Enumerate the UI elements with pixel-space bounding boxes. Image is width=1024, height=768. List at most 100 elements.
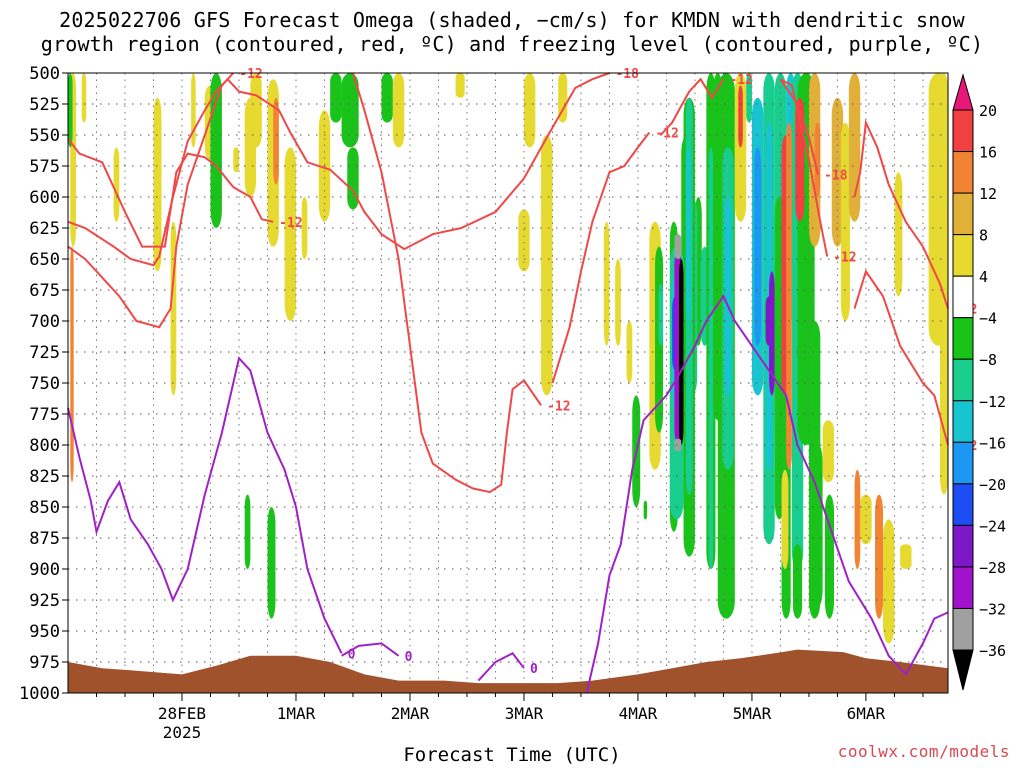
omega-shade-cell (284, 147, 296, 321)
colorbar-label: 12 (979, 185, 997, 203)
contour-line (67, 356, 343, 654)
colorbar-swatch (952, 109, 974, 153)
y-tick-label: 850 (29, 498, 60, 518)
omega-shade-cell (900, 544, 912, 569)
x-tick-label: 3MAR (505, 704, 544, 723)
contour-label: -18 (824, 169, 848, 184)
y-tick-label: 725 (29, 343, 60, 363)
contour-line (779, 78, 820, 175)
axes: 500 525 550 575 600 625 650 675 700 725 750 775 800 8… (19, 64, 949, 742)
omega-shade-cell (273, 97, 279, 185)
contour-line (853, 269, 949, 446)
y-tick-label: 825 (29, 467, 60, 487)
y-tick-label: 1000 (19, 684, 60, 704)
y-tick-label: 750 (29, 374, 60, 394)
colorbar-label: −32 (979, 600, 1006, 618)
contour-label: -12 (729, 73, 752, 88)
omega-shade-cell (68, 73, 73, 148)
contour-line (67, 72, 235, 329)
y-tick-label: 950 (29, 622, 60, 642)
y-tick-label: 600 (29, 188, 60, 208)
colorbar-swatch (952, 275, 974, 319)
omega-shade-cell (814, 445, 823, 607)
omega-shade-cell (781, 469, 789, 569)
omega-shade-cell (848, 73, 861, 222)
y-tick-label: 550 (29, 126, 60, 146)
colorbar-label: 8 (979, 227, 988, 245)
omega-shade-cell (113, 147, 120, 222)
omega-shade-cell (792, 544, 803, 619)
y-tick-label: 650 (29, 250, 60, 270)
y-tick-label: 925 (29, 591, 60, 611)
y-tick-label: 800 (29, 436, 60, 456)
omega-shade-cell (854, 469, 861, 569)
contour-label: -12 (239, 67, 262, 82)
contour-line (551, 131, 651, 384)
y-tick-label: 775 (29, 405, 60, 425)
omega-shade-cell (894, 172, 903, 297)
terrain-area (68, 649, 948, 693)
omega-shade-cell (381, 73, 393, 123)
contour-line (352, 72, 542, 494)
y-tick-label: 875 (29, 529, 60, 549)
omega-shade-cell (875, 494, 884, 619)
omega-shade-cell (746, 73, 752, 123)
contour-line (341, 642, 400, 657)
omega-shade-cell (824, 494, 835, 619)
omega-shade-cell (724, 197, 732, 396)
contour-label: -12 (279, 216, 302, 231)
omega-shade-cell (840, 122, 850, 321)
contour-label: -18 (615, 67, 639, 82)
x-tick-label: 1MAR (277, 704, 316, 723)
omega-shade-cell (754, 147, 762, 346)
colorbar-swatch (952, 441, 974, 485)
omega-shade-cell (831, 97, 844, 247)
contour-label: 0 (530, 662, 538, 677)
colorbar-label: 20 (979, 102, 997, 120)
colorbar-label: −36 (979, 642, 1006, 660)
colorbar-bottom-triangle (952, 649, 974, 691)
y-tick-label: 975 (29, 653, 60, 673)
omega-shade-cell (940, 73, 948, 495)
colorbar-swatch (952, 151, 974, 194)
chart-title-line-1: 2025022706 GFS Forecast Omega (shaded, −… (59, 8, 965, 32)
colorbar-swatch (952, 192, 974, 236)
omega-shade-cell (643, 500, 648, 520)
omega-shade-cell (558, 73, 568, 123)
colorbar-label: −8 (979, 351, 997, 369)
colorbar-swatch (952, 524, 974, 568)
x-tick-sublabel: 2025 (163, 723, 202, 742)
omega-shade-cell (523, 73, 536, 148)
contour-line (67, 138, 274, 248)
omega-shade-cell (191, 73, 196, 148)
colorbar-label: −4 (979, 310, 997, 328)
omega-shade-cell (392, 73, 405, 148)
y-tick-label: 500 (29, 64, 60, 84)
contour-label: -12 (655, 127, 678, 142)
colorbar-swatch (952, 358, 974, 402)
contour-label: -12 (547, 399, 570, 414)
colorbar-label: −16 (979, 434, 1006, 452)
omega-shade-cell (233, 147, 239, 173)
omega-shade-cell (786, 122, 792, 470)
omega-shade-cell (822, 420, 835, 483)
contour-label: 0 (405, 650, 413, 665)
y-tick-label: 575 (29, 157, 60, 177)
omega-shade-cell (814, 122, 821, 197)
omega-shade-cell (674, 438, 682, 452)
omega-shade-cell (541, 135, 553, 396)
omega-shade-cell (455, 73, 465, 98)
omega-shading (68, 73, 948, 644)
colorbar-swatch (952, 234, 974, 277)
omega-shade-cell (708, 147, 714, 569)
omega-shade-cell (244, 494, 251, 569)
omega-shade-cell (883, 519, 895, 644)
contour-line (779, 78, 829, 257)
credit-text: coolwx.com/models (837, 742, 1010, 761)
colorbar-swatch (952, 566, 974, 609)
colorbar-label: −28 (979, 559, 1006, 577)
omega-shade-cell (518, 209, 530, 272)
contour-line (477, 652, 525, 682)
omega-shade-cell (678, 259, 684, 445)
